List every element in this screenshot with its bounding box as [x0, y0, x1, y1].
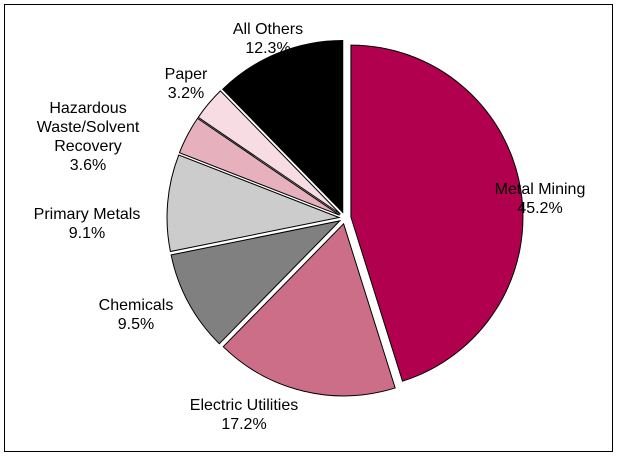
slice-label-paper: Paper 3.2% — [165, 66, 208, 102]
pie-slice-primary-metals — [166, 154, 341, 253]
slice-label-metal-mining: Metal Mining 45.2% — [495, 181, 586, 217]
pie-slice-electric-utilities — [222, 222, 396, 397]
pie-slice-all-others — [222, 39, 344, 214]
pie-slices — [166, 39, 524, 397]
pie-slice-chemicals — [170, 220, 342, 345]
pie-slice-paper — [197, 90, 341, 215]
slice-label-electric-utilities: Electric Utilities 17.2% — [190, 397, 298, 433]
pie-slice-metal-mining — [350, 44, 524, 382]
slice-label-all-others: All Others 12.3% — [233, 21, 303, 57]
slice-label-primary-metals: Primary Metals 9.1% — [34, 206, 141, 242]
pie-slice-hazardous-waste-solvent-recovery — [178, 117, 340, 216]
slice-label-chemicals: Chemicals 9.5% — [99, 297, 174, 333]
pie-labels: Metal Mining 45.2% Electric Utilities 17.2%… — [34, 21, 586, 433]
slice-label-hazardous-waste-solvent-recovery: Hazardous Waste/Solvent Recovery 3.6% — [37, 100, 140, 174]
